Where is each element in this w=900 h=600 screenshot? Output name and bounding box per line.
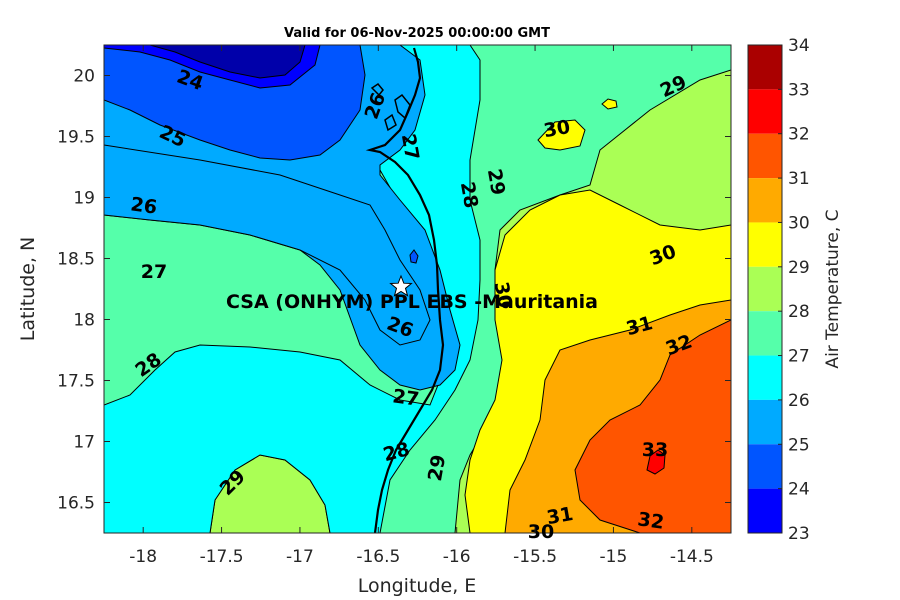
- y-axis-ticks: 20 19.5 19 18.5 18 17.5 17 16.5: [57, 67, 731, 514]
- band-25-26-inner: [104, 144, 431, 346]
- contour-label-27: 27: [141, 261, 167, 283]
- colorbar-tick-label: 30: [788, 213, 810, 233]
- x-tick-label: -15: [600, 547, 628, 567]
- x-tick-label: -14.5: [670, 547, 714, 567]
- contour-label-30: 30: [528, 521, 554, 543]
- star-icon: [389, 274, 413, 297]
- y-axis-label: Latitude, N: [17, 237, 39, 342]
- colorbar-tick-label: 24: [788, 480, 810, 500]
- band-31-32: [574, 319, 731, 533]
- contour-label-29: 29: [483, 167, 509, 197]
- y-tick-label: 19.5: [57, 128, 95, 148]
- island-outline: [370, 83, 411, 132]
- contour-label-27: 27: [391, 385, 420, 410]
- colorbar-swatch: [748, 444, 782, 489]
- colorbar: [748, 45, 782, 533]
- colorbar-frame: [747, 44, 783, 534]
- colorbar-tick-label: 32: [788, 125, 810, 145]
- colorbar-tick-label: 31: [788, 169, 810, 189]
- x-tick-label: -18: [129, 547, 157, 567]
- colorbar-swatch: [748, 89, 782, 134]
- colorbar-swatch: [748, 222, 782, 267]
- plot-frame: [103, 44, 732, 534]
- colorbar-tick-label: 26: [788, 391, 810, 411]
- x-axis-ticks: -18 -17.5 -17 -16.5 -16 -15.5 -15 -14.5: [129, 45, 714, 567]
- colorbar-swatch: [748, 355, 782, 400]
- contour-label-30: 30: [490, 280, 516, 310]
- colorbar-swatch: [748, 399, 782, 445]
- contour-label-28: 28: [456, 180, 482, 210]
- x-tick-label: -17: [286, 547, 314, 567]
- colorbar-tick-label: 23: [788, 524, 810, 544]
- band-24-25-blob: [409, 249, 419, 264]
- y-tick-label: 19: [73, 189, 95, 209]
- colorbar-swatch: [748, 488, 782, 533]
- map-title: Valid for 06-Nov-2025 00:00:00 GMT: [284, 26, 550, 41]
- y-tick-label: 17.5: [57, 372, 95, 392]
- contour-label-31: 31: [545, 503, 575, 529]
- contour-label-30: 30: [542, 116, 572, 142]
- y-tick-label: 18: [73, 311, 95, 331]
- band-32-33: [646, 449, 666, 475]
- contour-label-27: 27: [397, 132, 423, 162]
- band-29-30-dot: [601, 98, 618, 110]
- x-tick-label: -15.5: [513, 547, 557, 567]
- colorbar-swatch: [748, 311, 782, 356]
- colorbar-swatch: [748, 133, 782, 179]
- x-axis-label: Longitude, E: [358, 575, 477, 597]
- band-22-23: [149, 45, 306, 79]
- temperature-contour-field: [104, 45, 731, 533]
- band-29-30-patch: [537, 119, 586, 151]
- colorbar-tick-label: 28: [788, 302, 810, 322]
- contour-label-26: 26: [129, 193, 158, 218]
- site-label: CSA (ONHYM) PPL EBS -Mauritania: [226, 291, 598, 313]
- colorbar-tick-label: 33: [788, 80, 810, 100]
- colorbar-swatch: [748, 45, 782, 90]
- x-tick-label: -17.5: [200, 547, 244, 567]
- colorbar-tick-label: 29: [788, 258, 810, 278]
- x-tick-label: -16: [443, 547, 471, 567]
- contour-label-33: 33: [642, 439, 668, 461]
- contour-label-29: 29: [424, 453, 450, 483]
- colorbar-swatch: [748, 266, 782, 312]
- colorbar-ticks: 34 33 32 31 30 29 28 27 26 25 24 23: [778, 36, 810, 544]
- y-tick-label: 20: [73, 67, 95, 87]
- y-tick-label: 18.5: [57, 250, 95, 270]
- colorbar-swatch: [748, 178, 782, 223]
- contour-label-32: 32: [636, 508, 665, 533]
- colorbar-label: Air Temperature, C: [823, 209, 843, 368]
- colorbar-tick-label: 34: [788, 36, 810, 56]
- y-tick-label: 16.5: [57, 494, 95, 514]
- x-tick-label: -16.5: [356, 547, 400, 567]
- colorbar-tick-label: 27: [788, 347, 810, 367]
- y-tick-label: 17: [73, 433, 95, 453]
- colorbar-tick-label: 25: [788, 435, 810, 455]
